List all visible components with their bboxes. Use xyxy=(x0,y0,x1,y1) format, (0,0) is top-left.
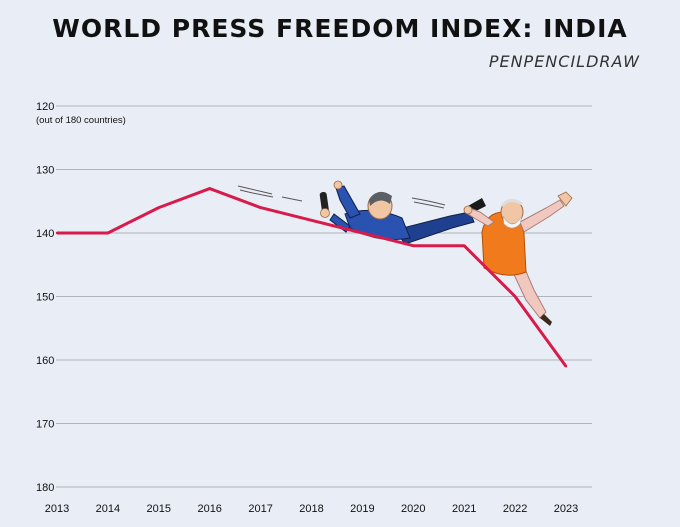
data-point xyxy=(55,231,59,235)
artist-signature: PENPENCILDRAW xyxy=(488,52,640,71)
data-point xyxy=(208,187,211,190)
x-tick-label: 2022 xyxy=(503,503,527,515)
x-tick-label: 2014 xyxy=(96,503,120,515)
x-tick-label: 2023 xyxy=(554,503,578,515)
x-tick-label: 2017 xyxy=(248,503,272,515)
gridlines xyxy=(56,105,592,488)
y-axis-note: (out of 180 countries) xyxy=(36,115,126,126)
data-point xyxy=(106,231,110,235)
y-tick-label: 120 xyxy=(36,101,54,113)
x-tick-label: 2015 xyxy=(147,503,171,515)
y-axis-ticks: 120 130 140 150 160 170 180 xyxy=(36,101,54,494)
data-point xyxy=(157,206,160,209)
y-tick-label: 180 xyxy=(36,482,54,494)
data-points xyxy=(55,187,568,368)
y-tick-label: 170 xyxy=(36,419,54,431)
x-tick-label: 2018 xyxy=(299,503,323,515)
data-point xyxy=(564,365,568,368)
data-point xyxy=(361,231,364,235)
series-line xyxy=(57,187,568,368)
x-tick-label: 2020 xyxy=(401,503,425,515)
data-point xyxy=(412,244,415,247)
chart-title: WORLD PRESS FREEDOM INDEX: INDIA xyxy=(52,14,628,43)
x-tick-label: 2016 xyxy=(197,503,221,515)
y-tick-label: 150 xyxy=(36,292,54,304)
y-tick-label: 130 xyxy=(36,165,54,177)
y-tick-label: 160 xyxy=(36,355,54,367)
cartoon-journalist-and-politician-icon xyxy=(237,180,573,326)
x-tick-label: 2019 xyxy=(350,503,374,515)
data-point xyxy=(513,295,517,298)
data-point xyxy=(463,244,466,247)
y-tick-label: 140 xyxy=(36,228,54,240)
data-point xyxy=(259,206,262,209)
data-point xyxy=(310,219,313,222)
x-tick-label: 2013 xyxy=(45,503,69,515)
x-tick-label: 2021 xyxy=(452,503,476,515)
x-axis-ticks: 2013 2014 2015 2016 2017 2018 2019 2020 2021 2022… xyxy=(45,503,578,515)
